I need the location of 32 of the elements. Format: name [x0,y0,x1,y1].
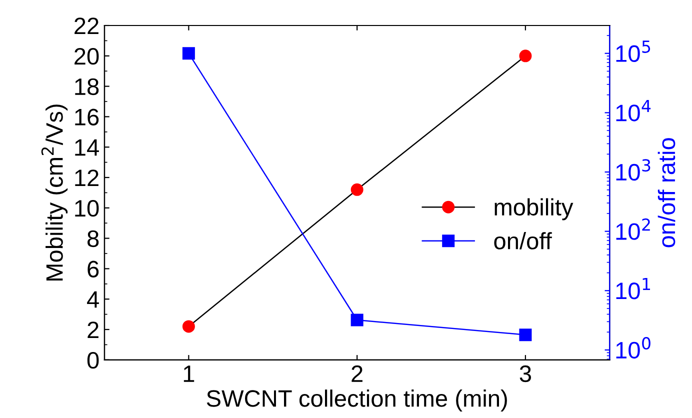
y2-tick-label: 10$^{3}$ [616,159,650,181]
y-tick-label: 16 [75,108,99,126]
y-axis-title: Mobility (cm$^{2}$/Vs) [41,104,68,280]
y-tick-label: 0 [87,352,99,369]
x-tick-label: 1 [184,366,194,382]
y-tick-label: 22 [74,18,98,34]
y2-tick-label: 10$^{0}$ [616,337,650,359]
point [350,183,364,196]
y2-tick-label: 10$^{5}$ [616,40,650,62]
y-tick-label: 6 [88,260,99,278]
y-tick-label: 14 [75,139,99,156]
y-tick-label: 10 [75,200,99,217]
y-tick-label: 20 [74,48,99,65]
y-tick-label: 18 [75,78,99,96]
point [519,328,532,342]
y2-tick-label: 10$^{1}$ [616,278,650,300]
legend-label: mobility [494,198,574,220]
y-tick-label: 4 [87,291,99,308]
point [519,50,532,62]
y-tick-label: 8 [88,230,99,248]
point [182,320,195,333]
y-tick-label: 12 [75,170,98,186]
x-tick-label: 3 [520,365,531,382]
legend-label: on/off [494,232,552,250]
x-tick-label: 2 [352,365,362,382]
point [182,47,195,60]
y2-axis-title: on/off ratio [658,138,676,248]
y2-tick-label: 10$^{4}$ [616,100,651,122]
y2-tick-label: 10$^{2}$ [616,218,650,240]
y-tick-label: 2 [88,322,98,338]
x-axis-title: SWCNT collection time (min) [206,390,507,412]
point [350,314,364,326]
